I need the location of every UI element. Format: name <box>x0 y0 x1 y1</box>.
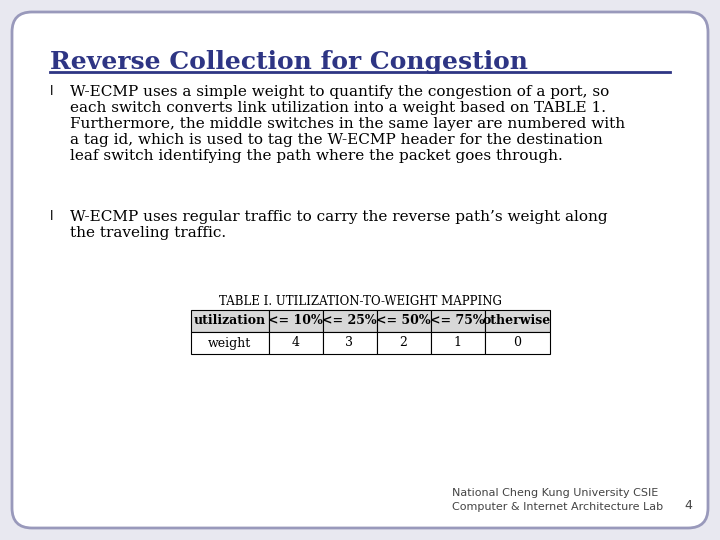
FancyBboxPatch shape <box>191 310 269 332</box>
Text: National Cheng Kung University CSIE
Computer & Internet Architecture Lab: National Cheng Kung University CSIE Comp… <box>452 488 663 512</box>
FancyBboxPatch shape <box>191 332 269 354</box>
FancyBboxPatch shape <box>431 332 485 354</box>
Text: 4: 4 <box>292 336 300 349</box>
Text: <= 10%: <= 10% <box>268 314 323 327</box>
Text: l: l <box>50 210 53 223</box>
FancyBboxPatch shape <box>12 12 708 528</box>
FancyBboxPatch shape <box>323 332 377 354</box>
Text: W-ECMP uses regular traffic to carry the reverse path’s weight along: W-ECMP uses regular traffic to carry the… <box>70 210 608 224</box>
FancyBboxPatch shape <box>485 310 549 332</box>
Text: 1: 1 <box>454 336 462 349</box>
FancyBboxPatch shape <box>485 332 549 354</box>
FancyBboxPatch shape <box>269 310 323 332</box>
Text: utilization: utilization <box>194 314 266 327</box>
Text: <= 75%: <= 75% <box>430 314 485 327</box>
Text: Reverse Collection for Congestion: Reverse Collection for Congestion <box>50 50 528 74</box>
Text: 3: 3 <box>346 336 354 349</box>
Text: otherwise: otherwise <box>483 314 551 327</box>
Text: l: l <box>50 85 53 98</box>
Text: <= 25%: <= 25% <box>322 314 377 327</box>
Text: a tag id, which is used to tag the W-ECMP header for the destination: a tag id, which is used to tag the W-ECM… <box>70 133 603 147</box>
Text: TABLE I. UTILIZATION-TO-WEIGHT MAPPING: TABLE I. UTILIZATION-TO-WEIGHT MAPPING <box>219 295 501 308</box>
FancyBboxPatch shape <box>269 332 323 354</box>
FancyBboxPatch shape <box>377 310 431 332</box>
Text: W-ECMP uses a simple weight to quantify the congestion of a port, so: W-ECMP uses a simple weight to quantify … <box>70 85 609 99</box>
Text: weight: weight <box>208 336 251 349</box>
Text: <= 50%: <= 50% <box>376 314 431 327</box>
Text: each switch converts link utilization into a weight based on TABLE 1.: each switch converts link utilization in… <box>70 101 606 115</box>
Text: Furthermore, the middle switches in the same layer are numbered with: Furthermore, the middle switches in the … <box>70 117 625 131</box>
FancyBboxPatch shape <box>431 310 485 332</box>
Text: leaf switch identifying the path where the packet goes through.: leaf switch identifying the path where t… <box>70 149 563 163</box>
Text: 0: 0 <box>513 336 521 349</box>
Text: 4: 4 <box>684 499 692 512</box>
Text: the traveling traffic.: the traveling traffic. <box>70 226 226 240</box>
FancyBboxPatch shape <box>377 332 431 354</box>
FancyBboxPatch shape <box>323 310 377 332</box>
Text: 2: 2 <box>400 336 408 349</box>
